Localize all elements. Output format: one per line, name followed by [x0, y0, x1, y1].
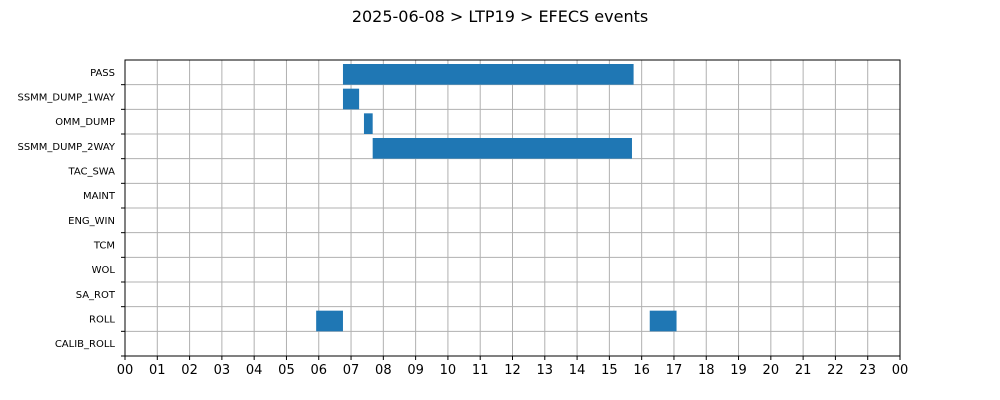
y-tick-label: CALIB_ROLL	[55, 339, 116, 350]
event-bar-pass	[342, 64, 634, 85]
x-tick-label: 03	[214, 363, 231, 378]
x-tick-label: 20	[763, 363, 780, 378]
tick-layer: 00 01 02 03 04 05 06 07 08 09 10 11 12 13 14 15 16 17 18 19…	[17, 68, 908, 378]
event-bar-ssmm-dump-2way	[372, 138, 632, 159]
x-tick-label: 19	[730, 363, 747, 378]
plot-frame	[124, 59, 901, 357]
y-tick-label: SSMM_DUMP_1WAY	[17, 93, 115, 104]
y-tick-label: TCM	[93, 241, 115, 252]
x-tick-label: 11	[472, 363, 489, 378]
event-bar-omm-dump	[363, 113, 373, 134]
x-tick-label: 00	[117, 363, 134, 378]
x-tick-label: 07	[343, 363, 360, 378]
x-tick-label: 04	[246, 363, 263, 378]
event-bar-roll	[649, 310, 677, 332]
x-tick-label: 14	[569, 363, 586, 378]
y-tick-label: PASS	[90, 68, 115, 79]
x-tick-label: 09	[407, 363, 424, 378]
x-tick-label: 06	[310, 363, 327, 378]
y-tick-label: ROLL	[89, 315, 115, 326]
event-bar-ssmm-dump-1way	[342, 88, 360, 110]
x-tick-label: 18	[698, 363, 715, 378]
x-tick-label: 13	[537, 363, 554, 378]
x-tick-label: 12	[504, 363, 521, 378]
y-tick-label: MAINT	[83, 191, 116, 202]
event-bar-roll	[316, 310, 343, 332]
x-tick-label: 15	[601, 363, 618, 378]
x-tick-label: 22	[827, 363, 844, 378]
x-tick-label: 01	[149, 363, 166, 378]
x-tick-label: 02	[181, 363, 198, 378]
grid-layer	[125, 60, 900, 356]
x-tick-label: 08	[375, 363, 392, 378]
x-tick-label: 23	[859, 363, 876, 378]
chart-title: 2025-06-08 > LTP19 > EFECS events	[352, 7, 648, 26]
x-tick-label: 00	[892, 363, 909, 378]
x-tick-label: 17	[666, 363, 683, 378]
x-tick-label: 05	[278, 363, 295, 378]
y-tick-label: TAC_SWA	[67, 167, 115, 178]
y-tick-label: WOL	[92, 265, 116, 276]
y-tick-label: OMM_DUMP	[55, 117, 115, 128]
x-tick-label: 16	[633, 363, 650, 378]
x-tick-label: 21	[795, 363, 812, 378]
y-tick-label: SA_ROT	[76, 290, 116, 301]
y-tick-label: SSMM_DUMP_2WAY	[17, 142, 115, 153]
y-tick-label: ENG_WIN	[68, 216, 115, 227]
bar-layer	[316, 64, 677, 332]
x-tick-label: 10	[440, 363, 457, 378]
